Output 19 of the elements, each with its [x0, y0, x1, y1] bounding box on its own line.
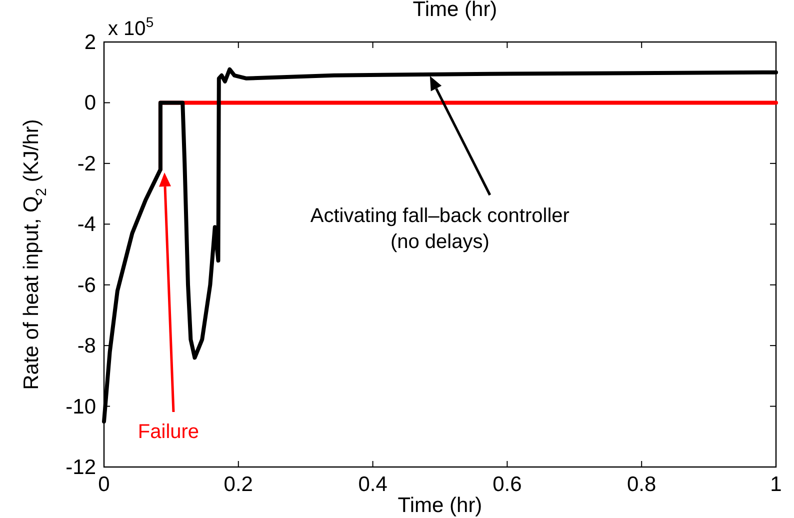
y-tick-label: -10: [66, 395, 96, 418]
y-tick-label: -6: [77, 274, 96, 297]
x-tick-label: 0: [98, 473, 110, 496]
x-tick-label: 1: [770, 473, 782, 496]
annotation: Failure: [138, 421, 200, 443]
text: x 10$^{5}$: [108, 14, 154, 40]
x-tick-label: 0.4: [358, 473, 388, 496]
text: Time (hr): [412, 0, 498, 21]
x-tick-label: 0.8: [627, 473, 656, 496]
x-tick-label: 0.2: [224, 473, 253, 496]
x-tick-label: 0.6: [492, 473, 522, 496]
y-tick-label: -12: [66, 456, 96, 479]
y-tick-label: -2: [77, 152, 96, 176]
y-tick-label: -8: [77, 334, 96, 358]
y-tick-label: -4: [77, 213, 96, 236]
x-axis-title: Time (hr): [398, 494, 482, 517]
annotation: Activating fall–back controller (no delays): [310, 205, 570, 253]
y-tick-label: 0: [84, 92, 96, 115]
y-tick-label: 2: [84, 31, 96, 54]
